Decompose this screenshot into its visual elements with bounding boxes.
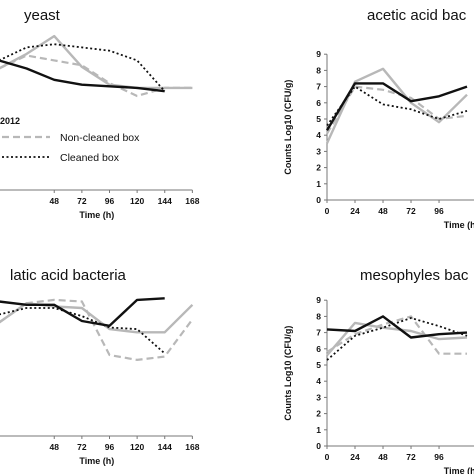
- x-tick-label: 96: [105, 196, 115, 206]
- y-tick-label: 9: [316, 49, 321, 59]
- x-tick-label: 168: [185, 196, 199, 206]
- y-tick-label: 3: [316, 392, 321, 402]
- x-tick-label: 96: [105, 442, 115, 452]
- y-tick-label: 7: [316, 82, 321, 92]
- y-tick-label: 7: [316, 328, 321, 338]
- chart-title: yeast: [24, 7, 61, 24]
- x-tick-label: 48: [378, 206, 388, 216]
- y-tick-label: 8: [316, 311, 321, 321]
- series-line-solid-gray: [0, 302, 194, 334]
- y-tick-label: 0: [316, 195, 321, 205]
- series-line-dotted-black: [326, 85, 468, 127]
- y-tick-label: 8: [316, 65, 321, 75]
- series-line-dashed-gray: [326, 315, 467, 355]
- y-tick-label: 4: [316, 130, 321, 140]
- chart-title: acetic acid bac: [367, 7, 467, 24]
- legend-entry: Non-cleaned box: [60, 132, 140, 144]
- y-axis-label: Counts Log10 (CFU/g): [283, 326, 293, 421]
- series-line-solid-gray: [326, 321, 468, 357]
- x-tick-label: 72: [77, 196, 87, 206]
- y-tick-label: 0: [316, 441, 321, 451]
- y-tick-label: 3: [316, 146, 321, 156]
- x-tick-label: 48: [50, 196, 60, 206]
- series-line-solid-gray: [0, 34, 193, 90]
- x-tick-label: 168: [185, 442, 199, 452]
- x-axis-label: Time (h): [79, 210, 114, 220]
- y-tick-label: 4: [316, 376, 321, 386]
- x-tick-label: 0: [325, 452, 330, 462]
- x-tick-label: 72: [77, 442, 87, 452]
- x-tick-label: 48: [50, 442, 60, 452]
- x-tick-label: 72: [406, 452, 416, 462]
- y-tick-label: 6: [316, 344, 321, 354]
- x-tick-label: 144: [158, 442, 172, 452]
- y-tick-label: 1: [316, 425, 321, 435]
- x-tick-label: 120: [130, 442, 144, 452]
- y-tick-label: 9: [316, 295, 321, 305]
- y-tick-label: 5: [316, 114, 321, 124]
- legend-entry: Cleaned box: [60, 152, 120, 164]
- x-tick-label: 96: [434, 206, 444, 216]
- x-tick-label: 24: [350, 452, 360, 462]
- x-tick-label: 144: [158, 196, 172, 206]
- x-tick-label: 72: [406, 206, 416, 216]
- series-line-solid-black: [0, 297, 165, 327]
- series-line-dashed-gray: [0, 54, 193, 98]
- x-axis-label: Time (h): [444, 220, 474, 230]
- series-line-dashed-gray: [0, 298, 194, 361]
- series-line-dotted-black: [0, 307, 166, 355]
- legend: 2012 Non-cleaned box Cleaned box: [0, 116, 140, 164]
- series-line-solid-black: [326, 315, 468, 339]
- x-tick-label: 24: [350, 206, 360, 216]
- x-axis-label: Time (h): [79, 456, 114, 466]
- y-tick-label: 2: [316, 409, 321, 419]
- chart-latic-acid-bacteria: latic acid bacteria 48 72 96 120 144 168 Time (…: [0, 267, 200, 466]
- chart-title: mesophyles bac: [360, 267, 469, 284]
- y-tick-label: 2: [316, 163, 321, 173]
- series-line-solid-black: [0, 59, 165, 93]
- y-tick-label: 6: [316, 98, 321, 108]
- y-tick-label: 1: [316, 179, 321, 189]
- series-line-dotted-black: [326, 317, 468, 361]
- chart-title: latic acid bacteria: [10, 267, 127, 284]
- x-tick-label: 48: [378, 452, 388, 462]
- y-tick-label: 5: [316, 360, 321, 370]
- x-tick-label: 96: [434, 452, 444, 462]
- x-tick-label: 0: [325, 206, 330, 216]
- x-axis-label: Time (h): [444, 466, 474, 474]
- series-line-dotted-black: [0, 43, 166, 92]
- x-tick-label: 120: [130, 196, 144, 206]
- chart-yeast: yeast 48 72 96 120 144 168 Time (h) 2012 Non-clea…: [0, 7, 200, 220]
- y-axis-label: Counts Log10 (CFU/g): [283, 80, 293, 175]
- series-line-dashed-gray: [326, 85, 468, 135]
- legend-heading: 2012: [0, 116, 20, 126]
- series-line-solid-black: [325, 82, 468, 131]
